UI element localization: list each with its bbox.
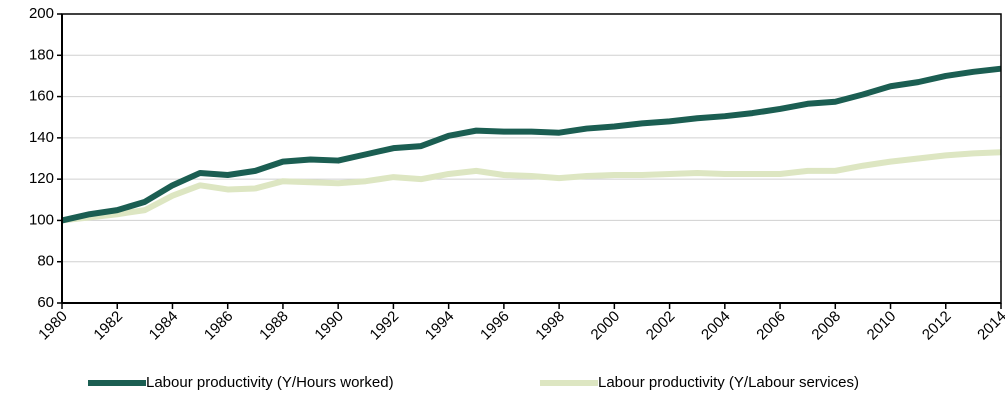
- y-tick-label: 60: [37, 294, 54, 311]
- line-series: [61, 149, 1002, 224]
- line-series: [61, 65, 1002, 224]
- plot-frame: [61, 13, 1002, 304]
- y-tick-label: 140: [29, 129, 54, 146]
- x-tick-label: 1984: [146, 308, 182, 344]
- x-tick-label: 1996: [477, 308, 513, 344]
- x-tick-label: 2002: [643, 308, 679, 344]
- y-tick-label: 120: [29, 170, 54, 187]
- x-tick-label: 2010: [864, 308, 900, 344]
- x-tick-label: 1990: [311, 308, 347, 344]
- x-tick-label: 2012: [919, 308, 955, 344]
- x-tick-label: 1986: [201, 308, 237, 344]
- x-tick-label: 1982: [90, 308, 126, 344]
- legend-label: Labour productivity (Y/Labour services): [598, 374, 859, 391]
- y-tick-label: 180: [29, 46, 54, 63]
- x-tick-label: 2006: [753, 308, 789, 344]
- x-tick-label: 2000: [588, 308, 624, 344]
- x-tick-label: 2004: [698, 308, 734, 344]
- y-tick-label: 200: [29, 5, 54, 22]
- x-tick-label: 2014: [974, 308, 1005, 344]
- legend-label: Labour productivity (Y/Hours worked): [146, 374, 394, 391]
- y-tick-label: 100: [29, 211, 54, 228]
- x-tick-label: 1988: [256, 308, 292, 344]
- x-tick-label: 1980: [35, 308, 71, 344]
- x-tick-label: 1998: [532, 308, 568, 344]
- x-tick-label: 1994: [422, 308, 458, 344]
- x-tick-label: 1992: [367, 308, 403, 344]
- y-tick-label: 80: [37, 253, 54, 270]
- y-tick-label: 160: [29, 88, 54, 105]
- x-tick-label: 2008: [809, 308, 845, 344]
